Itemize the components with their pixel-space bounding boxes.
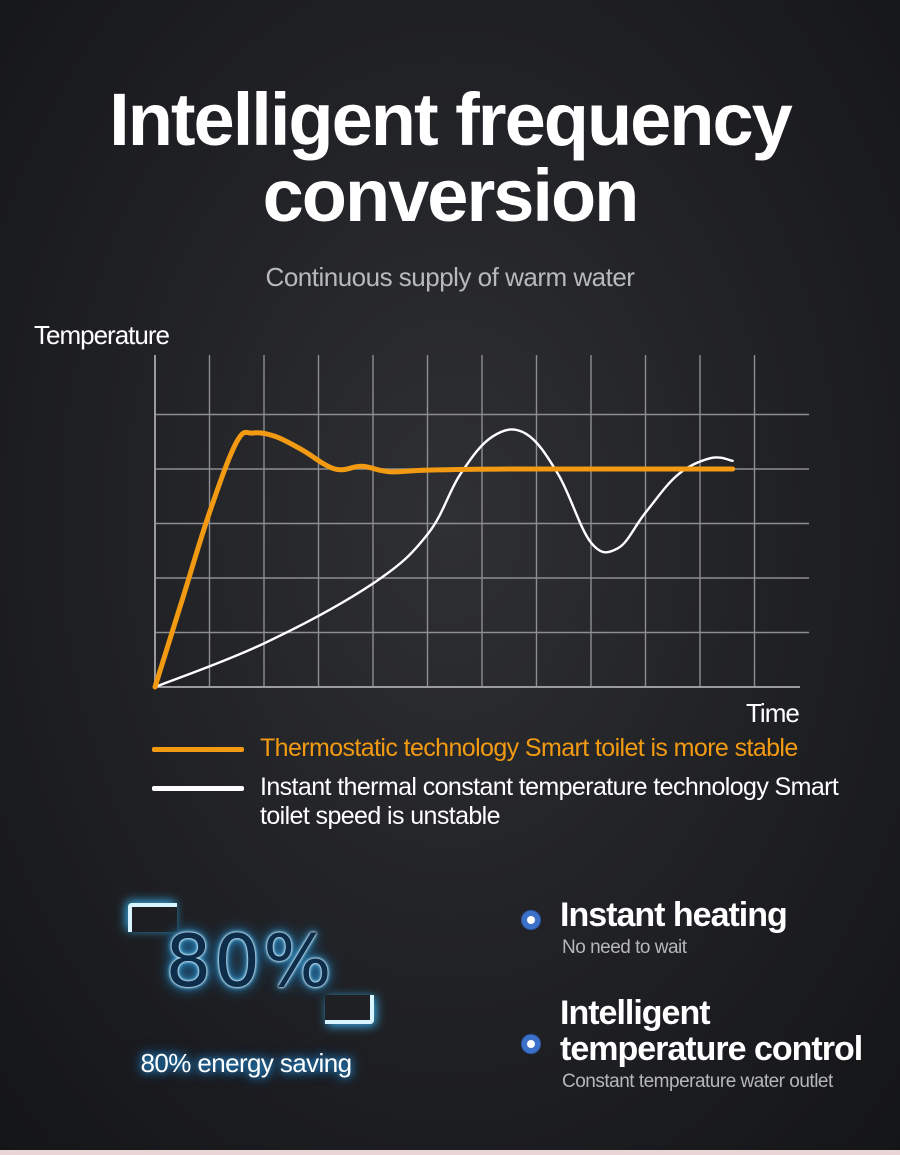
corner-bracket-top-left [128,903,177,932]
y-axis-label: Temperature [34,320,170,350]
bullet-dot-icon [522,1035,540,1053]
feature-title-line1: Intelligent [560,994,711,1032]
page-title-line1: Intelligent frequency [109,78,793,161]
page-title-line2: conversion [262,154,640,237]
legend-swatch-white [152,786,244,791]
chart-series [152,428,736,690]
energy-saving-label: 80% energy saving [140,1048,353,1078]
series-line-instant-thermal [153,428,734,689]
temperature-chart: Temperature Time Thermostatic technology… [0,310,900,850]
corner-bracket-bottom-right [325,995,374,1024]
legend-item-thermostatic: Thermostatic technology Smart toilet is … [152,734,798,763]
feature-title: Intelligent temperature control [560,994,863,1068]
legend-swatch-orange [152,747,244,752]
feature-title-line2: temperature control [560,1030,863,1068]
chart-svg [152,355,809,690]
bottom-divider [0,1150,900,1155]
legend-item-instant-thermal: Instant thermal constant temperature tec… [152,773,860,831]
energy-saving-badge: 80% [120,895,380,1030]
page-title: Intelligent frequency conversion [0,82,900,234]
page-subtitle: Continuous supply of warm water [265,262,635,292]
energy-saving-percent: 80% [165,919,335,1003]
chart-axes [154,355,800,688]
feature-title: Instant heating [560,896,788,934]
legend-label-thermostatic: Thermostatic technology Smart toilet is … [260,734,798,762]
feature-desc: No need to wait [562,937,687,958]
legend-label-instant-thermal: Instant thermal constant temperature tec… [260,773,839,830]
series-line-thermostatic [152,429,736,690]
feature-desc: Constant temperature water outlet [562,1071,833,1092]
bullet-dot-icon [522,911,540,929]
x-axis-label: Time [746,698,800,728]
chart-grid [155,355,809,687]
